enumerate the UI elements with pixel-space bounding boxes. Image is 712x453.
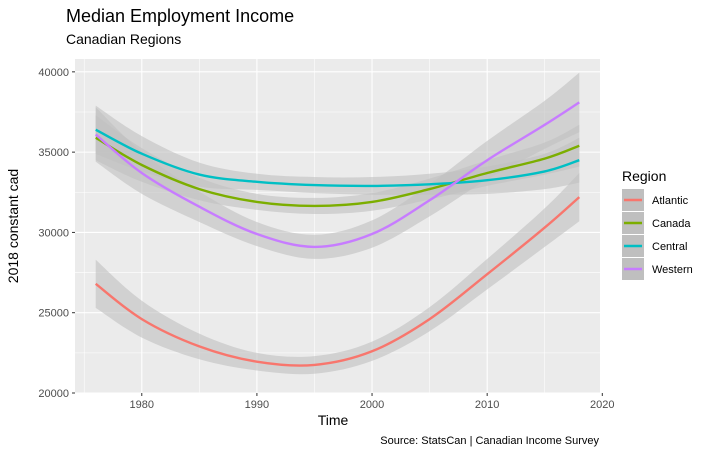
x-tick-label: 2020 (590, 399, 614, 411)
line-western (94, 101, 580, 249)
chart-caption: Source: StatsCan | Canadian Income Surve… (380, 435, 599, 447)
y-tick-label: 20000 (38, 388, 69, 400)
x-tick-label: 2000 (360, 399, 384, 411)
legend-label-atlantic: Atlantic (652, 195, 689, 207)
chart-title: Median Employment Income (66, 6, 294, 26)
line-central (95, 128, 580, 188)
x-tick-label: 1980 (130, 399, 154, 411)
y-axis-title: 2018 constant cad (5, 169, 21, 283)
line-atlantic (94, 196, 581, 367)
x-axis: 1980 1990 2000 2010 2020 (130, 393, 615, 411)
confidence-ribbons (95, 72, 580, 375)
y-tick-label: 30000 (38, 227, 69, 239)
x-tick-label: 2010 (475, 399, 499, 411)
legend: Atlantic Canada Central Western (622, 189, 693, 280)
line-canada (95, 136, 580, 208)
legend-label-western: Western (652, 264, 693, 276)
legend-label-canada: Canada (652, 218, 691, 230)
legend-title: Region (622, 168, 666, 184)
chart-subtitle: Canadian Regions (66, 31, 181, 47)
y-tick-label: 35000 (38, 147, 69, 159)
y-tick-label: 40000 (38, 67, 69, 79)
ribbon-western (95, 72, 580, 259)
x-axis-title: Time (318, 412, 349, 428)
legend-label-central: Central (652, 241, 687, 253)
x-tick-label: 1990 (245, 399, 269, 411)
series-lines (94, 101, 581, 367)
y-axis: 20000 25000 30000 35000 40000 (38, 67, 75, 400)
y-tick-label: 25000 (38, 308, 69, 320)
ribbon-atlantic (95, 173, 580, 375)
